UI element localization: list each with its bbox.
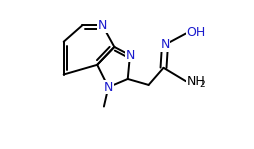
Text: N: N [125,49,135,62]
Text: NH: NH [187,75,205,88]
Text: N: N [104,81,113,94]
Text: OH: OH [187,26,206,39]
Text: N: N [160,38,170,51]
Text: 2: 2 [199,80,204,89]
Text: N: N [98,19,107,32]
